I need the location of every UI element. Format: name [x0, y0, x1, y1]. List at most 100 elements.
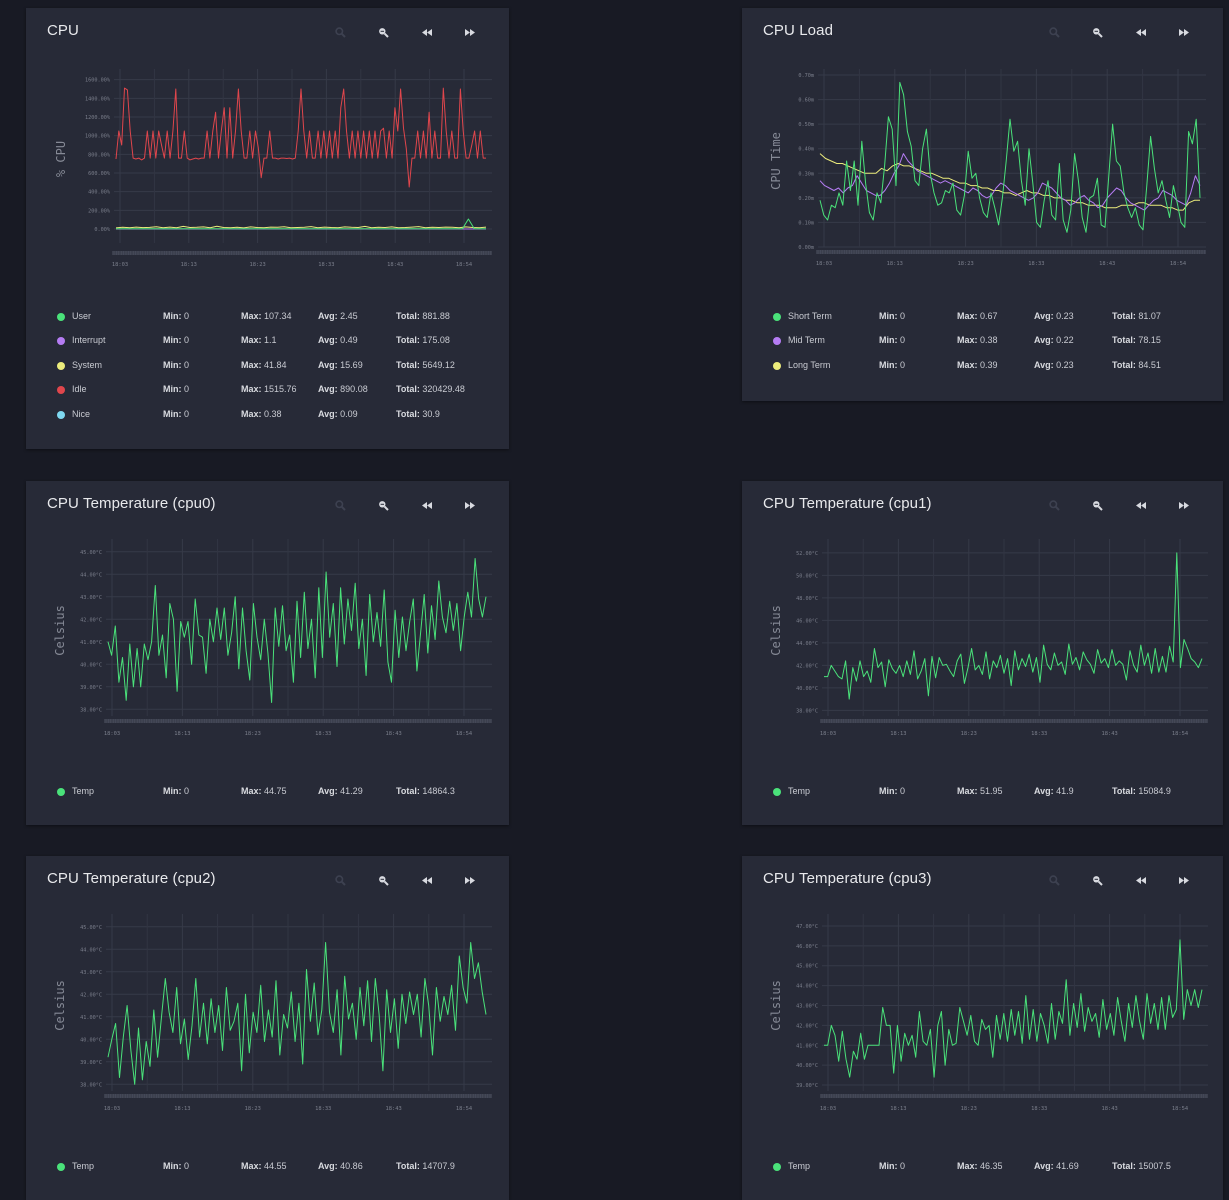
x-tick-label: 18:23: [245, 1106, 261, 1112]
legend-row-temp[interactable]: Temp Min: 0 Max: 44.75 Avg: 41.29 Total: 148…: [26, 783, 509, 807]
legend-row-temp[interactable]: Temp Min: 0 Max: 44.55 Avg: 40.86 Total: 147…: [26, 1158, 509, 1182]
pan-back-button[interactable]: [1119, 497, 1162, 513]
magnifier-minus-icon: [378, 875, 389, 886]
chart-title: CPU Temperature (cpu0): [47, 495, 216, 512]
zoom-out-button[interactable]: [362, 24, 405, 40]
legend-row-long-term[interactable]: Long Term Min: 0 Max: 0.39 Avg: 0.23 Total: …: [742, 357, 1223, 381]
chart-plot[interactable]: 38.00°C 39.00°C 40.00°C 41.00°C 42.00°C 43.00…: [26, 533, 509, 743]
fast-forward-icon: [1178, 501, 1189, 509]
stat-label: Min:: [163, 359, 182, 370]
stat-value: 0.38: [977, 335, 998, 346]
y-tick-label: 0.70m: [798, 73, 814, 79]
stat-label: Avg:: [318, 384, 338, 395]
y-tick-label: 0.00%: [94, 227, 110, 233]
pan-forward-button[interactable]: [1162, 497, 1205, 513]
legend-row-temp[interactable]: Temp Min: 0 Max: 51.95 Avg: 41.9 Total: 1508…: [742, 783, 1223, 807]
legend-row-temp[interactable]: Temp Min: 0 Max: 46.35 Avg: 41.69 Total: 150…: [742, 1158, 1223, 1182]
y-tick-label: 0.20m: [798, 196, 814, 202]
y-tick-label: 41.00°C: [80, 1015, 102, 1021]
x-tick-label: 18:03: [820, 1106, 836, 1112]
x-tick-label: 18:54: [1172, 731, 1188, 737]
pan-forward-button[interactable]: [448, 24, 491, 40]
stat-value: 1.1: [261, 335, 277, 346]
stat-value: 0: [897, 786, 906, 796]
stat-label: Min:: [163, 408, 182, 419]
chart-legend: Temp Min: 0 Max: 46.35 Avg: 41.69 Total: 150…: [742, 1158, 1223, 1182]
x-tick-label: 18:43: [385, 731, 401, 737]
pan-forward-button[interactable]: [1162, 872, 1205, 888]
x-tick-label: 18:33: [1031, 1106, 1047, 1112]
stat-min: Min: 0: [163, 384, 189, 394]
stat-max: Max: 0.38: [957, 335, 998, 345]
time-axis-scrubber[interactable]: [816, 250, 1206, 254]
zoom-in-button[interactable]: [1033, 497, 1076, 513]
pan-back-button[interactable]: [1119, 872, 1162, 888]
zoom-in-button[interactable]: [1033, 24, 1076, 40]
cpu3-temperature-card: CPU Temperature (cpu3) 39.00°C 40.00°C 41.0…: [742, 856, 1223, 1200]
legend-row-user[interactable]: User Min: 0 Max: 107.34 Avg: 2.45 Total: 881…: [26, 308, 509, 332]
pan-forward-button[interactable]: [448, 872, 491, 888]
x-tick-label: 18:23: [961, 1106, 977, 1112]
stat-avg: Avg: 0.49: [318, 335, 358, 345]
chart-plot[interactable]: 0.00% 200.00% 400.00% 600.00% 800.00% 1000.00…: [26, 63, 509, 273]
y-axis-label: Celsius: [53, 605, 67, 656]
series-color-dot: [773, 361, 781, 370]
legend-row-interrupt[interactable]: Interrupt Min: 0 Max: 1.1 Avg: 0.49 Total: 1…: [26, 332, 509, 356]
series-color-dot: [57, 410, 65, 419]
y-tick-label: 47.00°C: [796, 924, 818, 930]
stat-avg: Avg: 0.22: [1034, 335, 1074, 345]
zoom-out-button[interactable]: [1076, 872, 1119, 888]
legend-row-idle[interactable]: Idle Min: 0 Max: 1515.76 Avg: 890.08 Total: …: [26, 381, 509, 405]
pan-back-button[interactable]: [405, 497, 448, 513]
stat-label: Total:: [396, 384, 420, 395]
series-color-dot: [57, 313, 65, 321]
stat-label: Max:: [241, 359, 262, 370]
chart-title: CPU Temperature (cpu3): [763, 870, 932, 887]
pan-back-button[interactable]: [405, 24, 448, 40]
legend-row-system[interactable]: System Min: 0 Max: 41.84 Avg: 15.69 Total: 5…: [26, 357, 509, 381]
stat-label: Max:: [241, 408, 262, 419]
y-tick-label: 42.00°C: [80, 992, 102, 998]
stat-label: Total:: [1112, 786, 1136, 796]
chart-plot[interactable]: 0.00m 0.10m 0.20m 0.30m 0.40m 0.50m 0.60m 0.70m…: [742, 63, 1223, 273]
stat-min: Min: 0: [163, 786, 189, 796]
pan-forward-button[interactable]: [448, 497, 491, 513]
chart-plot[interactable]: 38.00°C 39.00°C 40.00°C 41.00°C 42.00°C 43.00…: [26, 908, 509, 1118]
y-tick-label: 39.00°C: [80, 685, 102, 691]
chart-plot[interactable]: 38.00°C 40.00°C 42.00°C 44.00°C 46.00°C 48.00…: [742, 533, 1223, 743]
time-axis-scrubber[interactable]: [112, 251, 492, 255]
stat-max: Max: 0.39: [957, 360, 998, 370]
stat-avg: Avg: 0.23: [1034, 311, 1074, 321]
rewind-icon: [1135, 876, 1146, 884]
chart-plot[interactable]: 39.00°C 40.00°C 41.00°C 42.00°C 43.00°C 44.00…: [742, 908, 1223, 1118]
stat-value: 320429.48: [419, 384, 465, 395]
zoom-in-button[interactable]: [319, 24, 362, 40]
pan-forward-button[interactable]: [1162, 24, 1205, 40]
stat-label: Min:: [879, 335, 898, 346]
pan-back-button[interactable]: [405, 872, 448, 888]
zoom-out-button[interactable]: [1076, 24, 1119, 40]
zoom-out-button[interactable]: [362, 872, 405, 888]
chart-toolbar: [1033, 497, 1205, 513]
stat-label: Total:: [396, 786, 420, 796]
legend-row-mid-term[interactable]: Mid Term Min: 0 Max: 0.38 Avg: 0.22 Total: 7…: [742, 332, 1223, 356]
zoom-in-button[interactable]: [319, 497, 362, 513]
legend-row-nice[interactable]: Nice Min: 0 Max: 0.38 Avg: 0.09 Total: 30.9: [26, 406, 509, 430]
zoom-out-button[interactable]: [362, 497, 405, 513]
zoom-out-button[interactable]: [1076, 497, 1119, 513]
stat-max: Max: 46.35: [957, 1161, 1003, 1171]
pan-back-button[interactable]: [1119, 24, 1162, 40]
cpu-load-card: CPU Load 0.00m 0.10m 0.20m 0.30m 0.40m 0.50m 0.…: [742, 8, 1223, 401]
legend-row-short-term[interactable]: Short Term Min: 0 Max: 0.67 Avg: 0.23 Total:…: [742, 308, 1223, 332]
magnifier-minus-icon: [378, 27, 389, 38]
fast-forward-icon: [1178, 876, 1189, 884]
zoom-in-button[interactable]: [1033, 872, 1076, 888]
zoom-in-button[interactable]: [319, 872, 362, 888]
stat-label: Min:: [163, 384, 182, 395]
y-axis-label: Celsius: [53, 980, 67, 1031]
y-tick-label: 41.00°C: [796, 1043, 818, 1049]
stat-value: 0: [181, 335, 190, 346]
stat-label: Avg:: [1034, 335, 1054, 346]
stat-total: Total: 78.15: [1112, 335, 1161, 345]
series-name: Interrupt: [72, 335, 106, 346]
